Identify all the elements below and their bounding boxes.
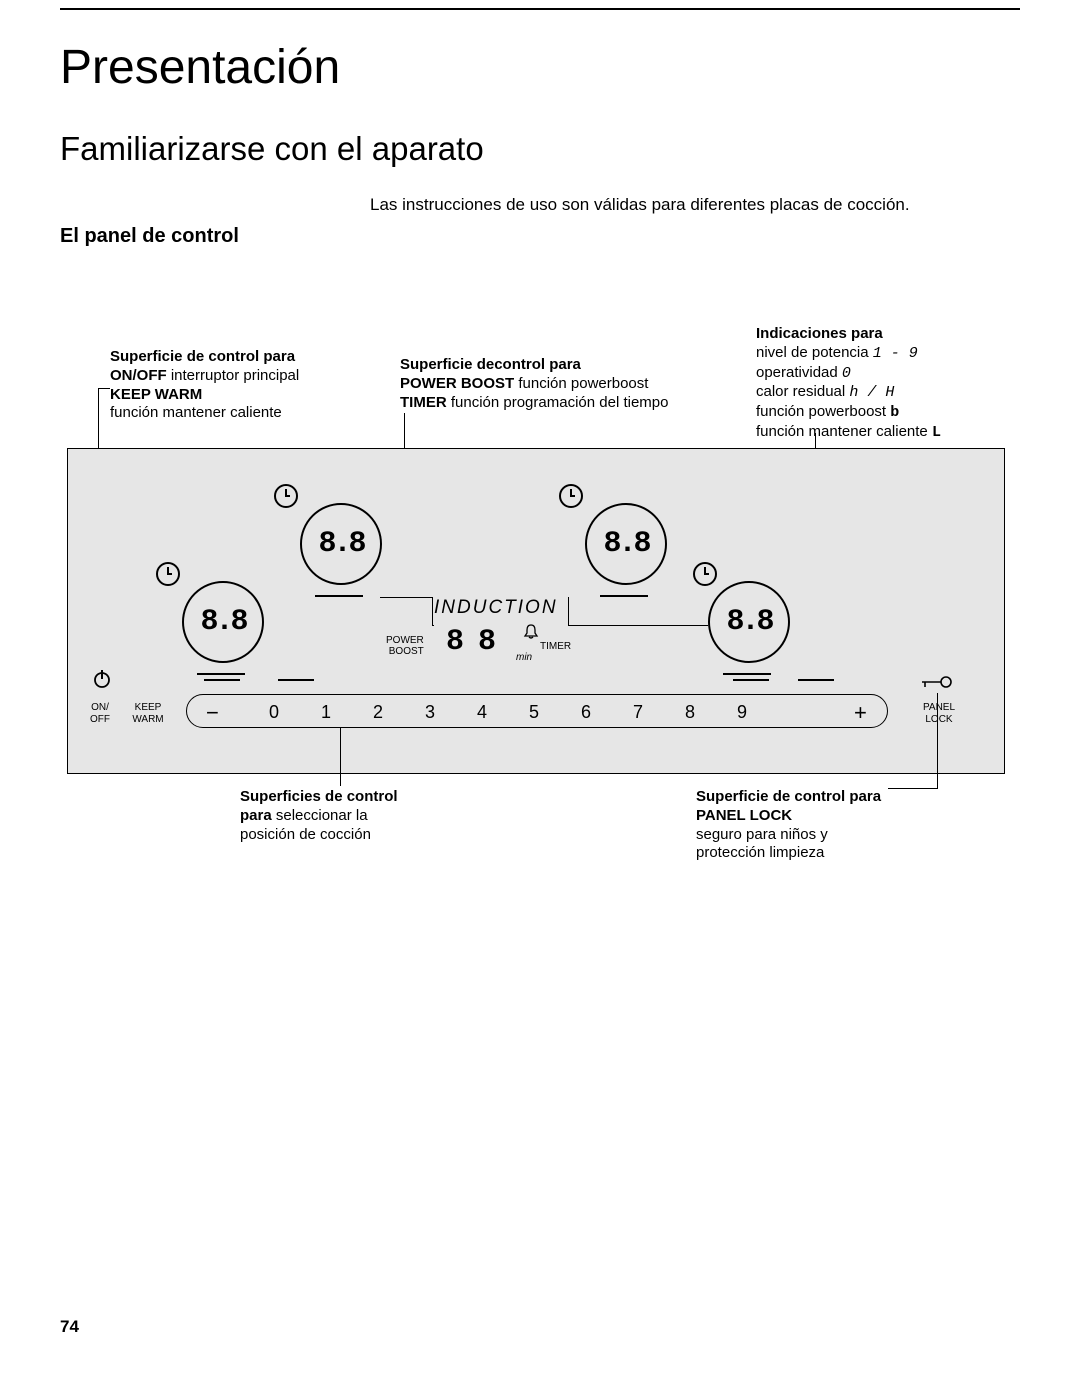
zone-circle: 8.8 xyxy=(708,581,790,663)
power-boost-label: POWERBOOST xyxy=(386,635,424,657)
leader-line xyxy=(432,597,433,625)
clock-icon xyxy=(559,484,583,508)
callout-line: Superficie de control para xyxy=(110,348,295,365)
callout-line: función mantener caliente xyxy=(110,404,282,421)
slider-num: 8 xyxy=(664,702,716,723)
callout-line: posición de cocción xyxy=(240,826,371,843)
segment-dash xyxy=(798,679,834,681)
timer-digits: 8 8 xyxy=(446,625,494,659)
timer-display: 8 8 xyxy=(446,625,494,659)
leader-line xyxy=(568,597,569,625)
callout-line: Superficies de control xyxy=(240,788,398,805)
callout-line: seguro para niños y xyxy=(696,826,828,843)
bell-icon xyxy=(523,624,539,640)
callout-line: Indicaciones para xyxy=(756,325,883,342)
callout-line: POWER BOOST xyxy=(400,375,518,392)
callout-line: operatividad xyxy=(756,364,842,381)
symbol: 0 xyxy=(842,365,851,382)
top-rule xyxy=(60,8,1020,10)
callout-line: ON/OFF xyxy=(110,367,171,384)
keepwarm-label: KEEPWARM xyxy=(128,702,168,725)
callout-indications: Indicaciones para nivel de potencia 1 - … xyxy=(756,325,941,443)
symbol: h / H xyxy=(849,384,894,401)
clock-icon xyxy=(274,484,298,508)
callout-line: función mantener caliente xyxy=(756,423,932,440)
key-icon xyxy=(922,675,952,689)
min-label: min xyxy=(516,652,532,663)
clock-icon xyxy=(156,562,180,586)
leader-line xyxy=(380,597,432,598)
power-icon xyxy=(92,669,112,689)
symbol: b xyxy=(890,404,899,421)
slider-num: 6 xyxy=(560,702,612,723)
callout-line: Superficie decontrol para xyxy=(400,356,581,373)
segment-dash xyxy=(278,679,314,681)
callout-powerboost-timer: Superficie decontrol para POWER BOOST fu… xyxy=(400,356,668,412)
zone-base-line xyxy=(600,595,648,597)
callout-line: nivel de potencia xyxy=(756,344,873,361)
callout-line: KEEP WARM xyxy=(110,386,202,403)
zone-display-front-right: 8.8 xyxy=(708,581,790,663)
callout-line: Superficie de control para xyxy=(696,788,881,805)
callout-line: función programación del tiempo xyxy=(451,394,669,411)
symbol: L xyxy=(932,424,941,441)
callout-line: seleccionar la xyxy=(276,807,368,824)
leader-line xyxy=(340,728,341,786)
callout-slider: Superficies de control para seleccionar … xyxy=(240,788,398,844)
zone-digits: 8.8 xyxy=(603,529,648,559)
zone-circle: 8.8 xyxy=(585,503,667,585)
zone-digits: 8.8 xyxy=(726,607,771,637)
panellock-label: PANELLOCK xyxy=(917,702,961,725)
leader-line xyxy=(432,625,434,626)
callout-line: función powerboost xyxy=(756,403,890,420)
slider-num: 2 xyxy=(352,702,404,723)
callout-line: TIMER xyxy=(400,394,451,411)
induction-label: INDUCTION xyxy=(434,597,558,619)
slider-num: 9 xyxy=(716,702,768,723)
slider-num: 4 xyxy=(456,702,508,723)
callout-line: calor residual xyxy=(756,383,849,400)
slider-num: 7 xyxy=(612,702,664,723)
zone-digits: 8.8 xyxy=(200,607,245,637)
control-panel-diagram: 8.8 8.8 8.8 8.8 xyxy=(67,448,1005,774)
leader-line xyxy=(568,625,708,626)
timer-label: TIMER xyxy=(540,641,571,652)
callout-line: función powerboost xyxy=(518,375,648,392)
page-title: Presentación xyxy=(60,40,340,95)
zone-digits: 8.8 xyxy=(318,529,363,559)
section-heading: Familiarizarse con el aparato xyxy=(60,130,484,168)
leader-line xyxy=(98,388,110,389)
clock-icon xyxy=(693,562,717,586)
callout-line: para xyxy=(240,807,276,824)
segment-dash xyxy=(204,679,240,681)
slider-numbers: 0 1 2 3 4 5 6 7 8 9 xyxy=(248,702,768,723)
leader-line xyxy=(888,788,938,789)
leader-line xyxy=(937,693,938,788)
zone-circle: 8.8 xyxy=(182,581,264,663)
slider-num: 5 xyxy=(508,702,560,723)
page-number: 74 xyxy=(60,1317,79,1337)
callout-line: interruptor principal xyxy=(171,367,299,384)
zone-base-line xyxy=(723,673,771,675)
onoff-label: ON/OFF xyxy=(82,702,118,725)
zone-display-rear-right: 8.8 xyxy=(585,503,667,585)
segment-dash xyxy=(733,679,769,681)
symbol: 1 - 9 xyxy=(873,345,918,362)
slider-plus: + xyxy=(854,700,867,726)
zone-base-line xyxy=(197,673,245,675)
zone-display-rear-left: 8.8 xyxy=(300,503,382,585)
slider-num: 3 xyxy=(404,702,456,723)
subsection-heading: El panel de control xyxy=(60,225,239,248)
slider-num: 0 xyxy=(248,702,300,723)
slider-num: 1 xyxy=(300,702,352,723)
callout-onoff-keepwarm: Superficie de control para ON/OFF interr… xyxy=(110,348,299,423)
callout-line: protección limpieza xyxy=(696,844,824,861)
callout-panel-lock: Superficie de control para PANEL LOCK se… xyxy=(696,788,881,863)
zone-circle: 8.8 xyxy=(300,503,382,585)
intro-text: Las instrucciones de uso son válidas par… xyxy=(370,195,910,215)
zone-display-front-left: 8.8 xyxy=(182,581,264,663)
callout-line: PANEL LOCK xyxy=(696,807,792,824)
slider-minus: − xyxy=(206,700,219,726)
zone-base-line xyxy=(315,595,363,597)
